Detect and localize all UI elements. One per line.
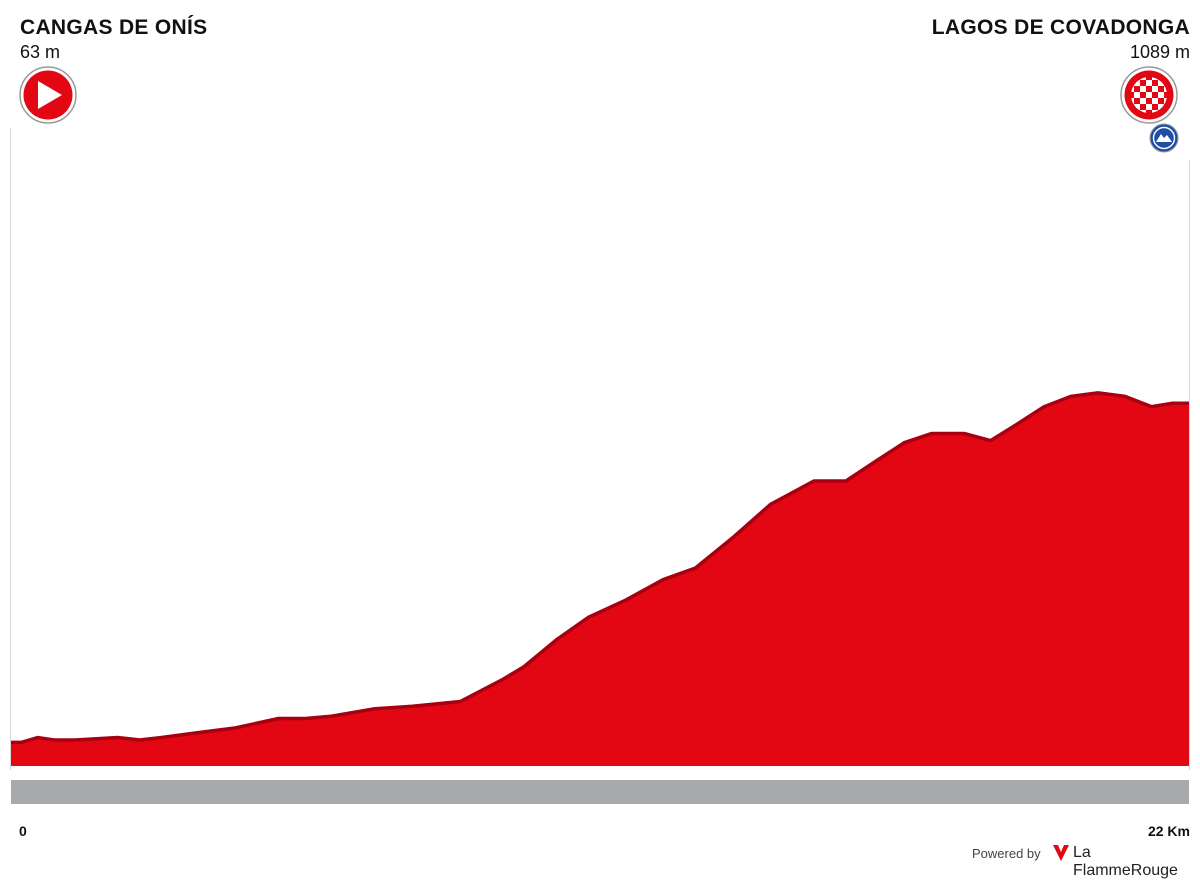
road-white-band [11,766,1189,780]
finish-location-name: LAGOS DE COVADONGA [931,16,1190,39]
start-arrow-icon [19,66,77,124]
distance-start-label: 0 [19,823,27,839]
chart-frame-left [10,128,11,770]
distance-end-label: 22 Km [1147,823,1190,839]
chart-frame-right [1189,160,1190,770]
profile-elevation-area [11,394,1189,766]
finish-altitude: 1089 m [1129,42,1190,62]
road-bar [11,780,1189,804]
esp-mountain-badge-icon [1149,123,1179,153]
la-flamme-rouge-logo-icon [1053,845,1069,861]
powered-by-label: Powered by [972,846,1041,861]
start-altitude: 63 m [20,42,61,62]
finish-checkered-flag-icon [1120,66,1178,124]
brand-name: La FlammeRouge [1073,844,1178,879]
start-location-name: CANGAS DE ONÍS [20,16,208,39]
